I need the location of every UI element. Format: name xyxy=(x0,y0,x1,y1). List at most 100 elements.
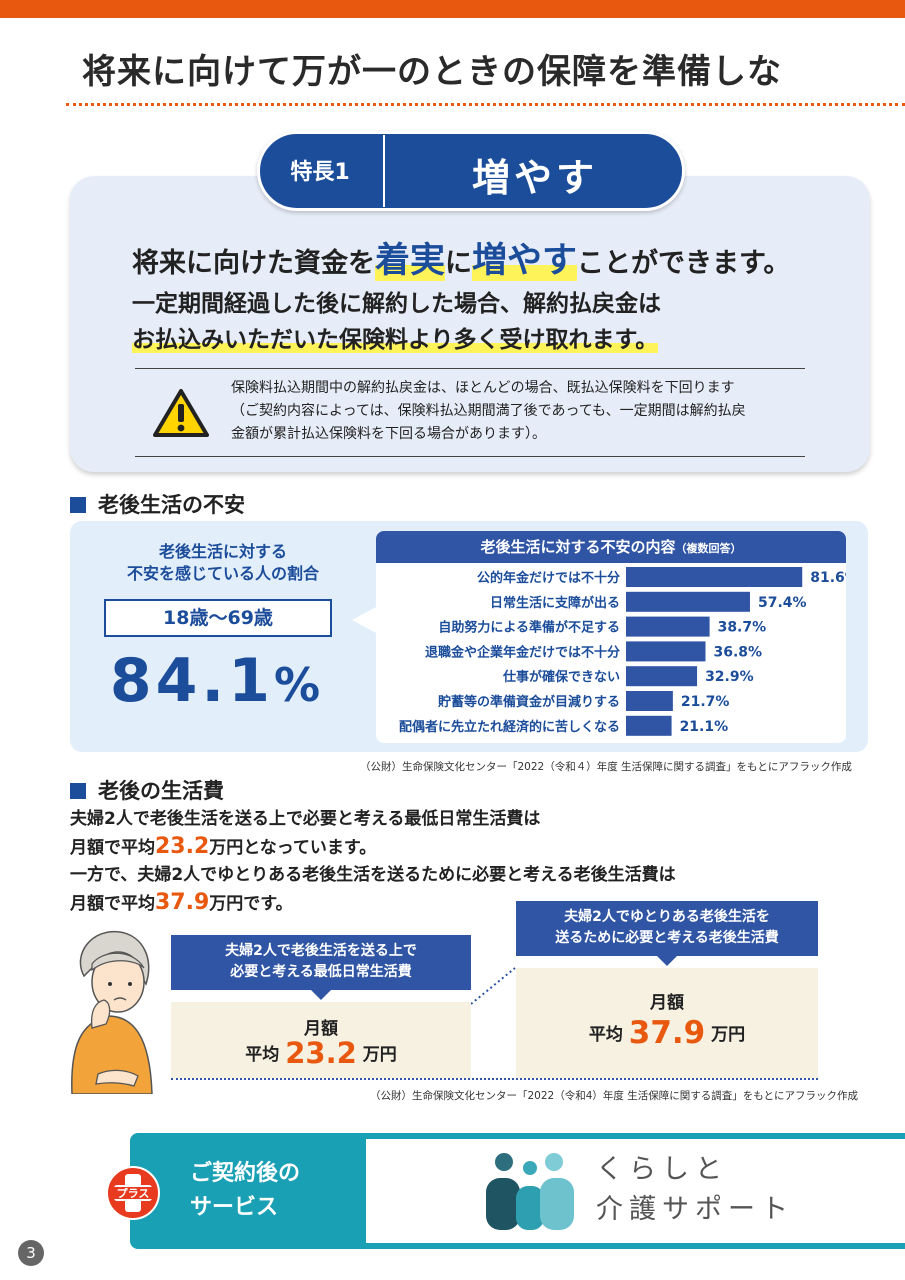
anxiety-section-title: 老後生活の不安 xyxy=(98,493,245,517)
minimum-banner-line-1: 夫婦2人で老後生活を送る上で xyxy=(225,943,417,959)
anxiety-bar-chart: 公的年金だけでは不十分 81.6% 日常生活に支障が出る 57.4% 自助努力による準備… xyxy=(399,567,846,736)
anxiety-big-unit: % xyxy=(273,658,321,712)
ample-monthly-label: 月額 xyxy=(650,993,684,1013)
minimum-banner-tail xyxy=(310,989,332,1000)
minimum-average-prefix: 平均 xyxy=(245,1045,280,1065)
cost-line-4-prefix: 月額で平均 xyxy=(70,894,155,914)
chart-bar xyxy=(626,591,750,612)
chart-value-label: 21.1% xyxy=(680,719,729,735)
page-number: 3 xyxy=(18,1240,44,1266)
page-title: 将来に向けて万が一のときの保障を準備しな xyxy=(82,52,782,92)
ample-banner-tail xyxy=(656,955,678,966)
headline-mid: に xyxy=(445,248,473,279)
anxiety-label-line-1: 老後生活に対する xyxy=(158,542,287,561)
chart-category-label: 貯蓄等の準備資金が目減りする xyxy=(438,694,620,710)
feature-number: 特長1 xyxy=(290,160,350,185)
ample-cost-unit: 万円 xyxy=(711,1025,746,1045)
plus-badge-label: プラス xyxy=(116,1187,150,1200)
ample-banner-line-2: 送るために必要と考える老後生活費 xyxy=(555,930,779,946)
service-name: くらしと 介護サポート xyxy=(596,1150,886,1230)
service-label-line-2: サービス xyxy=(190,1195,279,1220)
chart-bar xyxy=(626,666,698,687)
anxiety-label: 老後生活に対する 不安を感じている人の割合 xyxy=(88,541,358,585)
chart-value-label: 81.6% xyxy=(810,570,846,586)
chart-category-label: 日常生活に支障が出る xyxy=(490,595,620,611)
headline-highlight-1: 着実 xyxy=(375,241,446,281)
feature-sub-line-2: お払込みいただいた保険料より多く受け取れます。 xyxy=(132,320,659,354)
chart-value-label: 36.8% xyxy=(713,644,762,660)
cost-line-4-value: 37.9 xyxy=(155,890,210,915)
anxiety-label-line-2: 不安を感じている人の割合 xyxy=(126,564,319,583)
cost-line-4-suffix: 万円です。 xyxy=(209,894,293,914)
warning-line-3: 金額が累計払込保険料を下回る場合があります）。 xyxy=(231,426,546,442)
service-name-line-1: くらしと xyxy=(596,1154,728,1185)
feature-tab-separator xyxy=(383,135,385,207)
chart-bar xyxy=(626,567,803,587)
chart-value-label: 21.7% xyxy=(681,694,730,710)
anxiety-big-value: 84.1 xyxy=(109,646,274,716)
chart-category-label: 仕事が確保できない xyxy=(502,669,620,685)
cost-line-2-value: 23.2 xyxy=(155,834,210,859)
minimum-monthly-label: 月額 xyxy=(304,1019,338,1039)
chart-bar xyxy=(626,616,710,637)
ample-cost-banner: 夫婦2人でゆとりある老後生活を 送るために必要と考える老後生活費 xyxy=(516,901,818,956)
headline-suffix: ことができます。 xyxy=(577,248,791,279)
cost-line-4: 月額で平均37.9万円です。 xyxy=(70,889,870,918)
chart-value-label: 57.4% xyxy=(758,595,807,611)
chart-value-label: 38.7% xyxy=(718,620,767,636)
warning-top-rule xyxy=(135,368,805,369)
minimum-cost-banner: 夫婦2人で老後生活を送る上で 必要と考える最低日常生活費 xyxy=(171,935,471,990)
minimum-cost-unit: 万円 xyxy=(362,1045,397,1065)
chart-header: 老後生活に対する不安の内容（複数回答） xyxy=(376,531,846,563)
cost-line-1: 夫婦2人で老後生活を送る上で必要と考える最低日常生活費は xyxy=(70,809,541,829)
plus-badge-icon xyxy=(106,1166,160,1220)
chart-category-label: 配偶者に先立たれ経済的に苦しくなる xyxy=(399,719,620,735)
chart-bar xyxy=(626,641,706,662)
minimum-cost-bar xyxy=(171,1002,471,1078)
chart-category-label: 公的年金だけでは不十分 xyxy=(477,570,620,586)
chart-category-label: 自助努力による準備が不足する xyxy=(438,620,620,636)
headline-prefix: 将来に向けた資金を xyxy=(132,248,375,279)
minimum-cost-value: 23.2 xyxy=(285,1036,357,1070)
service-name-line-2: 介護サポート xyxy=(596,1194,794,1225)
cost-connector-line xyxy=(471,967,516,1005)
cost-line-3: 一方で、夫婦2人でゆとりある老後生活を送るために必要と考える老後生活費は xyxy=(70,865,676,885)
title-divider xyxy=(66,103,905,106)
warning-bottom-rule xyxy=(135,456,805,457)
headline-highlight-2: 増やす xyxy=(472,241,578,281)
ample-banner-line-1: 夫婦2人でゆとりある老後生活を xyxy=(564,909,770,925)
cost-section-heading: 老後の生活費 xyxy=(70,775,224,805)
cost-line-2-suffix: 万円となっています。 xyxy=(209,838,377,858)
anxiety-big-percentage: 84.1% xyxy=(90,646,340,716)
warning-triangle-icon xyxy=(153,389,209,437)
warning-line-1: 保険料払込期間中の解約払戻金は、ほとんどの場合、既払込保険料を下回ります xyxy=(231,380,735,396)
service-banner-inner xyxy=(366,1139,905,1243)
feature-sub-line-1: 一定期間経過した後に解約した場合、解約払戻金は xyxy=(132,291,661,317)
cost-baseline xyxy=(171,1078,818,1080)
chart-bar xyxy=(626,715,672,736)
warning-text: 保険料払込期間中の解約払戻金は、ほとんどの場合、既払込保険料を下回ります （ご契… xyxy=(231,377,811,446)
source-note-2: （公財）生命保険文化センター「2022（令和4）年度 生活保障に関する調査」をも… xyxy=(370,1090,859,1102)
feature-name: 増やす xyxy=(471,156,598,200)
cost-description: 夫婦2人で老後生活を送る上で必要と考える最低日常生活費は 月額で平均23.2万円… xyxy=(70,806,870,918)
chart-title: 老後生活に対する不安の内容 xyxy=(480,538,676,556)
section-square-icon xyxy=(70,783,86,799)
feature-tab xyxy=(257,131,685,211)
chart-callout-tail xyxy=(352,606,378,634)
anxiety-section-heading: 老後生活の不安 xyxy=(70,489,245,519)
family-people-icon xyxy=(486,1153,574,1230)
feature-sub-line-2-text: お払込みいただいた保険料より多く受け取れます。 xyxy=(132,327,659,353)
ample-cost-value: 37.9 xyxy=(628,1015,706,1051)
worried-person-illustration xyxy=(71,930,153,1094)
feature-box xyxy=(70,176,870,472)
cost-line-2: 月額で平均23.2万円となっています。 xyxy=(70,833,870,862)
top-accent-bar xyxy=(0,0,905,18)
warning-line-2: （ご契約内容によっては、保険料払込期間満了後であっても、一定期間は解約払戻 xyxy=(231,403,746,419)
cost-section-title: 老後の生活費 xyxy=(98,779,224,803)
minimum-average-label: 平均 23.2 万円 xyxy=(171,1036,471,1070)
section-square-icon xyxy=(70,497,86,513)
chart-value-label: 32.9% xyxy=(705,669,754,685)
age-range-box: 18歳〜69歳 xyxy=(104,599,332,637)
ample-average-label: 平均 37.9 万円 xyxy=(516,1015,818,1051)
ample-average-prefix: 平均 xyxy=(588,1025,623,1045)
